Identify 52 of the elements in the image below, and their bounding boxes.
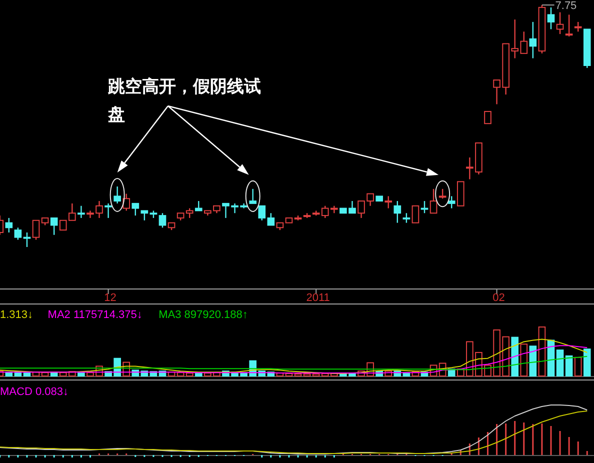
- x-tick-label: 12: [104, 292, 116, 304]
- candlestick: [5, 217, 13, 234]
- candlestick: [258, 205, 266, 221]
- candlestick: [104, 202, 112, 219]
- bar: [511, 336, 519, 376]
- annotation: 7.75: [555, 0, 577, 12]
- candlestick: [267, 212, 275, 226]
- candlestick: [565, 14, 573, 38]
- candlestick: [547, 6, 555, 30]
- text: 1.313↓: [0, 309, 34, 321]
- candlestick: [140, 210, 148, 221]
- candlestick: [78, 205, 85, 219]
- candlestick: [194, 200, 202, 212]
- candlestick: [412, 205, 420, 224]
- bar: [23, 372, 31, 376]
- bar: [194, 372, 202, 376]
- bar: [565, 355, 573, 376]
- bar: [520, 344, 528, 376]
- annotation: 跳空高开，假阴线试盘: [107, 77, 261, 125]
- candlestick: [484, 110, 492, 124]
- candlestick: [132, 202, 140, 216]
- bar: [78, 372, 85, 376]
- candlestick: [529, 21, 537, 59]
- candlestick: [50, 217, 58, 236]
- candlestick: [402, 212, 410, 224]
- bar: [556, 350, 564, 376]
- bar: [583, 348, 591, 376]
- candlestick: [448, 196, 456, 209]
- text: MACD 0.083↓: [0, 386, 68, 398]
- candlestick: [438, 188, 446, 200]
- candlestick: [556, 12, 564, 35]
- candlestick: [574, 21, 582, 32]
- candlestick: [32, 220, 40, 240]
- candlestick: [14, 227, 22, 240]
- candlestick: [420, 200, 428, 214]
- text: MA3 897920.188↑: [158, 309, 248, 321]
- candlestick: [158, 212, 166, 228]
- candlestick: [114, 186, 121, 204]
- bar: [574, 356, 582, 376]
- candlestick: [186, 208, 194, 219]
- candlestick: [394, 200, 402, 224]
- candlestick: [384, 196, 392, 209]
- bar: [538, 326, 546, 376]
- bar: [186, 372, 194, 376]
- text: MA2 1175714.375↓: [48, 309, 142, 321]
- candlestick: [249, 188, 257, 204]
- candlestick: [430, 188, 438, 214]
- candlestick: [23, 232, 31, 248]
- bar: [529, 346, 537, 376]
- x-tick-label: 02: [492, 292, 505, 304]
- candlestick: [122, 193, 130, 212]
- x-tick-label: 2011: [306, 292, 330, 304]
